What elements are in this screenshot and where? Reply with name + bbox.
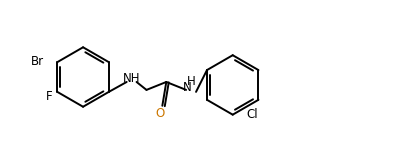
- Text: NH: NH: [123, 71, 141, 84]
- Text: H: H: [187, 76, 196, 88]
- Text: Br: Br: [31, 55, 45, 68]
- Text: O: O: [156, 107, 165, 120]
- Text: F: F: [46, 90, 52, 103]
- Text: Cl: Cl: [247, 108, 258, 121]
- Text: N: N: [183, 81, 192, 94]
